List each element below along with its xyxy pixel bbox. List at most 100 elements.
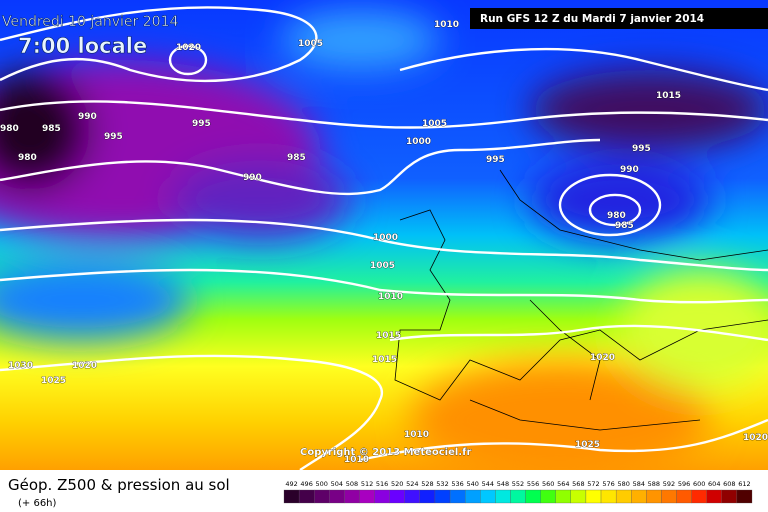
legend-label: 516: [376, 480, 388, 488]
legend-label: 608: [723, 480, 735, 488]
legend-label: 504: [331, 480, 343, 488]
legend-swatch: [298, 489, 315, 504]
isobar-label: 985: [615, 221, 634, 231]
isobar-label: 1000: [373, 233, 398, 243]
legend-swatch: [404, 489, 421, 504]
legend-swatch: [721, 489, 738, 504]
legend-swatch: [283, 489, 300, 504]
isobar-label: 980: [607, 211, 626, 221]
isobar-label: 1010: [344, 455, 369, 465]
legend-swatch: [540, 489, 556, 504]
legend-label: 540: [466, 480, 478, 488]
legend-swatch: [600, 489, 617, 504]
isobar-label: 995: [632, 144, 651, 154]
legend-label: 544: [482, 480, 494, 488]
legend-swatch: [555, 489, 571, 504]
legend-label: 500: [316, 480, 328, 488]
color-legend: 492 496 500 504 508 512 516 520 524 528 532 536 540 5…: [283, 480, 753, 504]
isobar-label: 1020: [176, 43, 201, 53]
legend-label: 512: [361, 480, 373, 488]
legend-swatch: [314, 489, 330, 504]
legend-swatch: [510, 489, 526, 504]
legend-label: 592: [663, 480, 675, 488]
legend-label: 532: [436, 480, 448, 488]
legend-label: 576: [602, 480, 614, 488]
isobar-label: 1015: [372, 355, 397, 365]
isobar-label: 990: [620, 165, 639, 175]
legend-label: 520: [391, 480, 403, 488]
isobar-label: 1020: [590, 353, 615, 363]
legend-swatch: [389, 489, 405, 504]
run-box: [470, 8, 768, 29]
legend-label: 596: [678, 480, 690, 488]
legend-swatch: [615, 489, 632, 504]
legend-swatch: [434, 489, 451, 504]
legend-label: 572: [587, 480, 599, 488]
legend-label: 588: [648, 480, 660, 488]
footer-lead: (+ 66h): [18, 498, 57, 509]
isobar-label: 990: [243, 173, 262, 183]
legend-swatch: [661, 489, 677, 504]
legend-swatch: [570, 489, 587, 504]
legend-label: 524: [406, 480, 418, 488]
legend-swatch: [585, 489, 602, 504]
isobar-label: 985: [42, 124, 61, 134]
legend-swatch: [465, 489, 481, 504]
isobar-label: 1005: [422, 119, 447, 129]
legend-swatch: [419, 489, 436, 504]
legend-swatch: [329, 489, 345, 504]
legend-label: 600: [693, 480, 705, 488]
isobar-label: 985: [287, 153, 306, 163]
legend-label: 560: [542, 480, 554, 488]
isobar-label: 995: [192, 119, 211, 129]
isobar-label: 1025: [575, 440, 600, 450]
legend-label: 556: [527, 480, 539, 488]
forecast-date: Vendredi 10 janvier 2014: [2, 14, 178, 30]
legend-label: 612: [738, 480, 750, 488]
isobar-label: 1020: [743, 433, 768, 443]
legend-label: 604: [708, 480, 720, 488]
isobar-label: 1015: [656, 91, 681, 101]
isobar-label: 995: [486, 155, 505, 165]
footer-title: Géop. Z500 & pression au sol: [8, 476, 230, 494]
isobar-label: 1010: [404, 430, 429, 440]
isobar-label: 1010: [378, 292, 403, 302]
legend-label: 536: [451, 480, 463, 488]
legend-swatch: [359, 489, 375, 504]
legend-swatch: [631, 489, 647, 504]
isobar-label: 1030: [8, 361, 33, 371]
forecast-time: 7:00 locale: [18, 34, 147, 58]
isobar-label: 1025: [41, 376, 66, 386]
legend-swatch: [374, 489, 390, 504]
legend-label: 568: [572, 480, 584, 488]
legend-label: 492: [285, 480, 297, 488]
legend-label: 508: [346, 480, 358, 488]
isobar-label: 1020: [72, 361, 97, 371]
isobar-label: 1005: [370, 261, 395, 271]
legend-swatch: [676, 489, 692, 504]
isobar-label: 990: [78, 112, 97, 122]
isobar-label: 980: [0, 124, 19, 134]
isobar-label: 995: [104, 132, 123, 142]
legend-label: 580: [617, 480, 629, 488]
legend-label: 584: [633, 480, 645, 488]
legend-swatch: [691, 489, 707, 504]
run-info: Run GFS 12 Z du Mardi 7 janvier 2014: [480, 13, 704, 25]
legend-swatch: [706, 489, 722, 504]
legend-label: 548: [497, 480, 509, 488]
legend-swatch: [449, 489, 466, 504]
isobar-label: 1000: [406, 137, 431, 147]
legend-label: 528: [421, 480, 433, 488]
isobar-label: 1015: [376, 331, 401, 341]
isobar-label: 980: [18, 153, 37, 163]
legend-swatch: [736, 489, 753, 504]
legend-swatch: [344, 489, 360, 504]
legend-swatch: [646, 489, 662, 504]
legend-label: 496: [300, 480, 312, 488]
legend-swatch: [495, 489, 511, 504]
isobar-label: 1010: [434, 20, 459, 30]
isobar-label: 1005: [298, 39, 323, 49]
copyright: Copyright © 2013 Meteociel.fr: [300, 447, 471, 458]
